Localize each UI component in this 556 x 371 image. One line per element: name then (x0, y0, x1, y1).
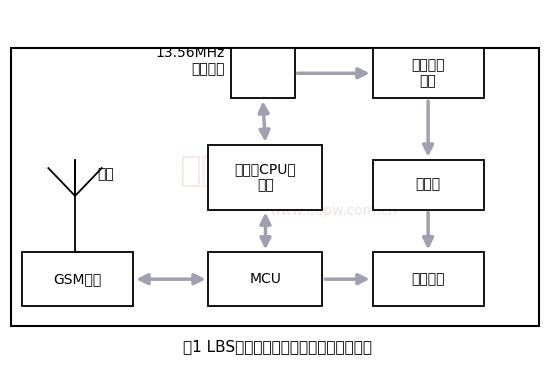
Bar (373, 48, 484, 98)
Text: 電子發燒界: 電子發燒界 (180, 154, 287, 188)
Bar (373, 252, 484, 306)
Bar (231, 48, 295, 98)
Text: 双界面CPU卡
芯片: 双界面CPU卡 芯片 (235, 162, 296, 192)
Text: GSM模块: GSM模块 (54, 272, 102, 286)
Bar (208, 252, 322, 306)
Text: 13.56MHz
读写线圈: 13.56MHz 读写线圈 (156, 46, 225, 76)
Bar (22, 252, 133, 306)
Text: 锂电池: 锂电池 (415, 178, 441, 191)
Text: MCU: MCU (250, 272, 281, 286)
Text: 天线: 天线 (97, 167, 114, 181)
Bar (373, 160, 484, 210)
Text: 图1 LBS基站定位路径识别通行卡硬件框图: 图1 LBS基站定位路径识别通行卡硬件框图 (183, 339, 373, 354)
Text: 电源模块: 电源模块 (411, 272, 445, 286)
Text: www.eepw.com.cn: www.eepw.com.cn (270, 204, 398, 219)
Bar (208, 145, 322, 210)
Text: 无线充电
电路: 无线充电 电路 (411, 58, 445, 88)
Bar (11, 48, 539, 326)
